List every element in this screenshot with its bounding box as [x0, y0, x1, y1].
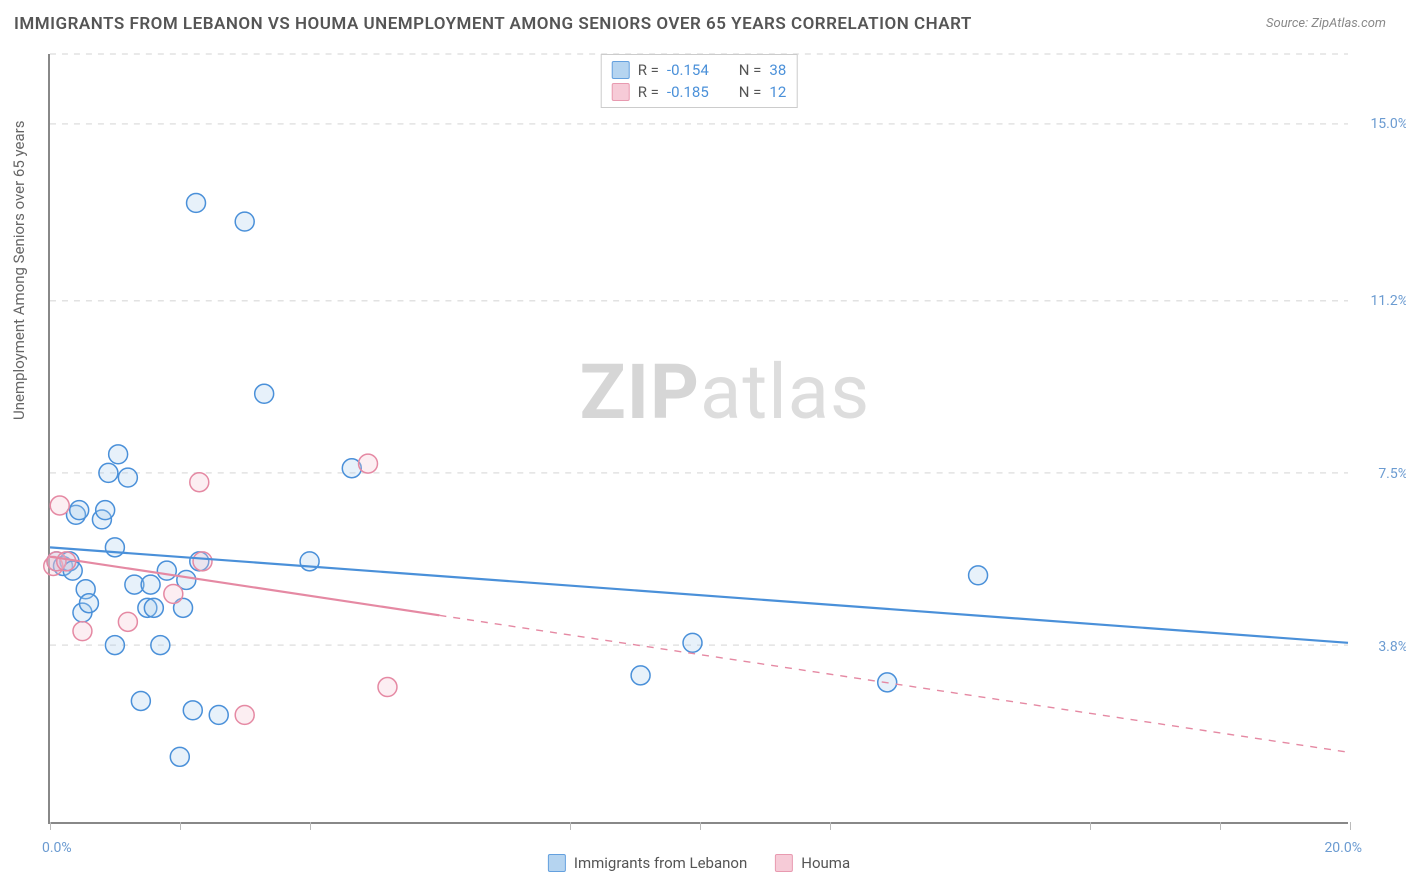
chart-svg: [50, 54, 1348, 822]
data-point: [235, 212, 254, 231]
y-tick-label: 7.5%: [1352, 466, 1406, 482]
data-point: [209, 705, 228, 724]
legend-swatch: [775, 854, 793, 872]
y-tick-label: 15.0%: [1352, 116, 1406, 132]
legend-r-value: -0.185: [667, 83, 709, 101]
x-tick: [1220, 822, 1221, 830]
legend-item: Houma: [775, 854, 850, 872]
legend-n-value: 12: [769, 83, 786, 101]
data-point: [144, 598, 163, 617]
data-point: [683, 633, 702, 652]
trend-line: [50, 547, 1348, 642]
y-tick-label: 3.8%: [1352, 639, 1406, 655]
data-point: [255, 384, 274, 403]
data-point: [359, 454, 378, 473]
legend-swatch: [612, 61, 630, 79]
data-point: [631, 666, 650, 685]
data-point: [118, 612, 137, 631]
data-point: [50, 496, 69, 515]
data-point: [183, 701, 202, 720]
legend-item: Immigrants from Lebanon: [548, 854, 747, 872]
legend-r-label: R =: [638, 83, 659, 101]
data-point: [79, 594, 98, 613]
data-point: [141, 575, 160, 594]
data-point: [57, 552, 76, 571]
trend-line: [50, 557, 439, 616]
legend-n-label: N =: [739, 83, 762, 101]
x-tick: [310, 822, 311, 830]
data-point: [157, 561, 176, 580]
source-attribution: Source: ZipAtlas.com: [1266, 16, 1386, 31]
chart-title: IMMIGRANTS FROM LEBANON VS HOUMA UNEMPLO…: [14, 14, 972, 34]
x-axis-end-label: 20.0%: [1324, 840, 1362, 856]
legend-label: Houma: [801, 854, 850, 872]
plot-area: ZIPatlas 3.8%7.5%11.2%15.0% 0.0% 20.0% R…: [48, 54, 1348, 824]
data-point: [378, 678, 397, 697]
x-tick: [570, 822, 571, 830]
data-point: [969, 566, 988, 585]
legend-label: Immigrants from Lebanon: [574, 854, 747, 872]
x-tick: [700, 822, 701, 830]
legend-series: Immigrants from Lebanon Houma: [548, 854, 850, 872]
legend-stats-row: R = -0.154 N = 38: [612, 59, 787, 81]
legend-swatch: [612, 83, 630, 101]
legend-n-label: N =: [739, 61, 762, 79]
legend-swatch: [548, 854, 566, 872]
x-tick: [1090, 822, 1091, 830]
data-point: [187, 193, 206, 212]
data-point: [70, 501, 89, 520]
data-point: [193, 552, 212, 571]
data-point: [118, 468, 137, 487]
data-point: [99, 463, 118, 482]
y-tick-label: 11.2%: [1352, 293, 1406, 309]
y-axis-label: Unemployment Among Seniors over 65 years: [10, 121, 28, 420]
data-point: [170, 747, 189, 766]
data-point: [151, 636, 170, 655]
data-point: [164, 584, 183, 603]
x-tick: [1350, 822, 1351, 830]
data-point: [73, 622, 92, 641]
legend-n-value: 38: [769, 61, 786, 79]
data-point: [131, 692, 150, 711]
data-point: [235, 705, 254, 724]
legend-stats-row: R = -0.185 N = 12: [612, 81, 787, 103]
data-point: [96, 501, 115, 520]
legend-r-label: R =: [638, 61, 659, 79]
x-tick: [180, 822, 181, 830]
legend-stats: R = -0.154 N = 38 R = -0.185 N = 12: [601, 54, 798, 108]
x-tick: [830, 822, 831, 830]
x-tick: [50, 822, 51, 830]
data-point: [109, 445, 128, 464]
legend-r-value: -0.154: [667, 61, 709, 79]
x-axis-origin-label: 0.0%: [42, 840, 72, 856]
data-point: [105, 538, 124, 557]
data-point: [190, 473, 209, 492]
data-point: [105, 636, 124, 655]
